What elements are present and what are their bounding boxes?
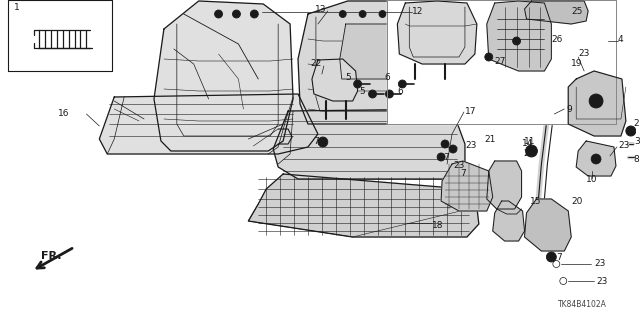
Polygon shape [298, 1, 459, 124]
Circle shape [250, 10, 259, 18]
Polygon shape [273, 109, 465, 179]
Polygon shape [99, 94, 318, 154]
Circle shape [593, 157, 598, 161]
Text: 23: 23 [596, 277, 607, 286]
Text: 7: 7 [460, 169, 466, 179]
Polygon shape [576, 141, 616, 176]
Text: 14: 14 [522, 139, 533, 149]
Text: 23: 23 [618, 142, 629, 151]
Text: 7: 7 [443, 152, 449, 161]
Text: 23: 23 [578, 49, 589, 58]
Polygon shape [493, 201, 525, 241]
Text: 25: 25 [572, 6, 582, 16]
Circle shape [354, 80, 362, 88]
Text: 7: 7 [556, 253, 562, 262]
Text: 11: 11 [524, 137, 535, 145]
Circle shape [525, 145, 538, 157]
Circle shape [513, 37, 520, 45]
Circle shape [626, 126, 636, 136]
Circle shape [399, 11, 406, 18]
Text: FR.: FR. [42, 251, 62, 261]
Text: 23: 23 [594, 259, 605, 269]
Polygon shape [154, 1, 293, 151]
Circle shape [441, 140, 449, 148]
Circle shape [547, 252, 556, 262]
Text: 12: 12 [412, 6, 424, 16]
Polygon shape [487, 1, 551, 71]
Circle shape [369, 90, 376, 98]
Text: 17: 17 [465, 107, 476, 115]
Bar [387, 0, 616, 124]
Polygon shape [568, 71, 626, 136]
Circle shape [449, 145, 457, 153]
Circle shape [339, 11, 346, 18]
Text: 4: 4 [618, 34, 623, 43]
Text: 21: 21 [484, 135, 496, 144]
Polygon shape [340, 24, 399, 79]
Text: 23: 23 [453, 161, 465, 170]
Circle shape [398, 80, 406, 88]
Text: 15: 15 [529, 197, 541, 205]
Text: 27: 27 [495, 56, 506, 65]
Text: 22: 22 [310, 60, 321, 69]
Circle shape [379, 11, 386, 18]
Text: 10: 10 [586, 174, 598, 183]
Polygon shape [387, 0, 616, 124]
Circle shape [385, 90, 394, 98]
Circle shape [359, 11, 366, 18]
Text: 5: 5 [360, 86, 365, 95]
Text: 16: 16 [58, 109, 69, 118]
Text: 7: 7 [313, 137, 319, 146]
Text: 8: 8 [634, 154, 639, 164]
Text: 24: 24 [524, 150, 535, 159]
Circle shape [232, 10, 241, 18]
Circle shape [591, 154, 601, 164]
Circle shape [437, 153, 445, 161]
Polygon shape [312, 59, 358, 101]
Text: 6: 6 [397, 86, 403, 95]
Text: 2: 2 [634, 118, 639, 128]
Polygon shape [525, 199, 572, 251]
Polygon shape [525, 1, 588, 24]
Text: 20: 20 [572, 197, 582, 205]
Polygon shape [248, 174, 479, 237]
Text: 6: 6 [385, 72, 390, 81]
Circle shape [593, 98, 600, 105]
Text: 26: 26 [551, 34, 563, 43]
Text: 18: 18 [432, 221, 444, 231]
Text: 5: 5 [346, 72, 351, 81]
Text: 23: 23 [465, 142, 476, 151]
Circle shape [589, 94, 603, 108]
Text: 9: 9 [566, 105, 572, 114]
Text: 1: 1 [14, 4, 20, 12]
Text: TK84B4102A: TK84B4102A [558, 300, 607, 309]
Polygon shape [441, 161, 493, 211]
Text: 19: 19 [572, 60, 583, 69]
Circle shape [214, 10, 223, 18]
Polygon shape [8, 0, 112, 71]
Text: 3: 3 [634, 137, 639, 145]
Circle shape [484, 53, 493, 61]
Text: 13: 13 [315, 4, 326, 13]
Circle shape [529, 148, 534, 154]
Circle shape [318, 137, 328, 147]
Polygon shape [487, 161, 522, 209]
Polygon shape [397, 1, 477, 64]
